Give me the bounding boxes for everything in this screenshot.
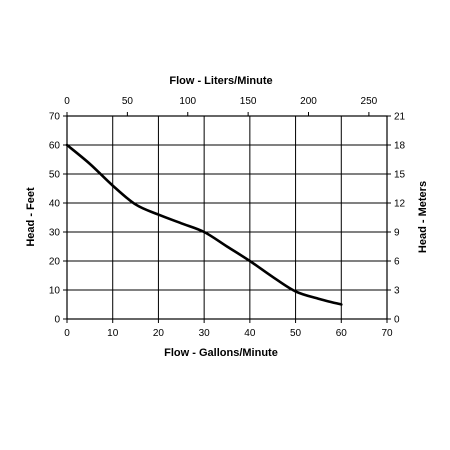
y-right-tick-label: 0 xyxy=(394,315,400,326)
y-right-tick-label: 15 xyxy=(394,170,406,181)
y-tick-label: 10 xyxy=(49,286,61,297)
y-right-tick-label: 18 xyxy=(394,141,406,152)
x-tick-label: 20 xyxy=(153,328,165,339)
y-tick-label: 40 xyxy=(49,199,61,210)
grid xyxy=(63,112,391,323)
series-line xyxy=(65,143,343,306)
x-top-tick-label: 100 xyxy=(179,96,196,107)
x-tick-label: 70 xyxy=(381,328,393,339)
x-tick-label: 60 xyxy=(336,328,348,339)
tick-labels: 0 10 20 30 40 50 60 700 50 100 150 200 2500102030405… xyxy=(49,96,406,339)
y-right-tick-label: 9 xyxy=(394,228,400,239)
y-tick-label: 30 xyxy=(49,228,61,239)
x-top-tick-label: 150 xyxy=(240,96,257,107)
x-top-tick-label: 50 xyxy=(122,96,134,107)
y-tick-label: 20 xyxy=(49,257,61,268)
x-tick-label: 0 xyxy=(64,328,70,339)
x-tick-label: 30 xyxy=(199,328,211,339)
series-layer xyxy=(65,143,343,306)
y-tick-label: 60 xyxy=(49,141,61,152)
x-tick-label: 40 xyxy=(244,328,256,339)
x-top-tick-label: 200 xyxy=(300,96,317,107)
x-tick-label: 10 xyxy=(107,328,119,339)
y-right-tick-label: 3 xyxy=(394,286,400,297)
y-tick-label: 0 xyxy=(54,315,60,326)
x-tick-label: 50 xyxy=(290,328,302,339)
y-tick-label: 50 xyxy=(49,170,61,181)
x-axis-title-top: Flow - Liters/Minute xyxy=(169,75,272,87)
x-top-tick-label: 250 xyxy=(361,96,378,107)
x-axis-title-bottom: Flow - Gallons/Minute xyxy=(164,347,278,359)
y-axis-title-right: Head - Meters xyxy=(417,181,429,253)
y-right-tick-label: 6 xyxy=(394,257,400,268)
y-tick-label: 70 xyxy=(49,112,61,123)
plot-frame xyxy=(66,115,388,320)
x-top-tick-label: 0 xyxy=(64,96,70,107)
y-right-tick-label: 21 xyxy=(394,112,406,123)
y-axis-title-left: Head - Feet xyxy=(25,187,37,247)
y-right-tick-label: 12 xyxy=(394,199,406,210)
